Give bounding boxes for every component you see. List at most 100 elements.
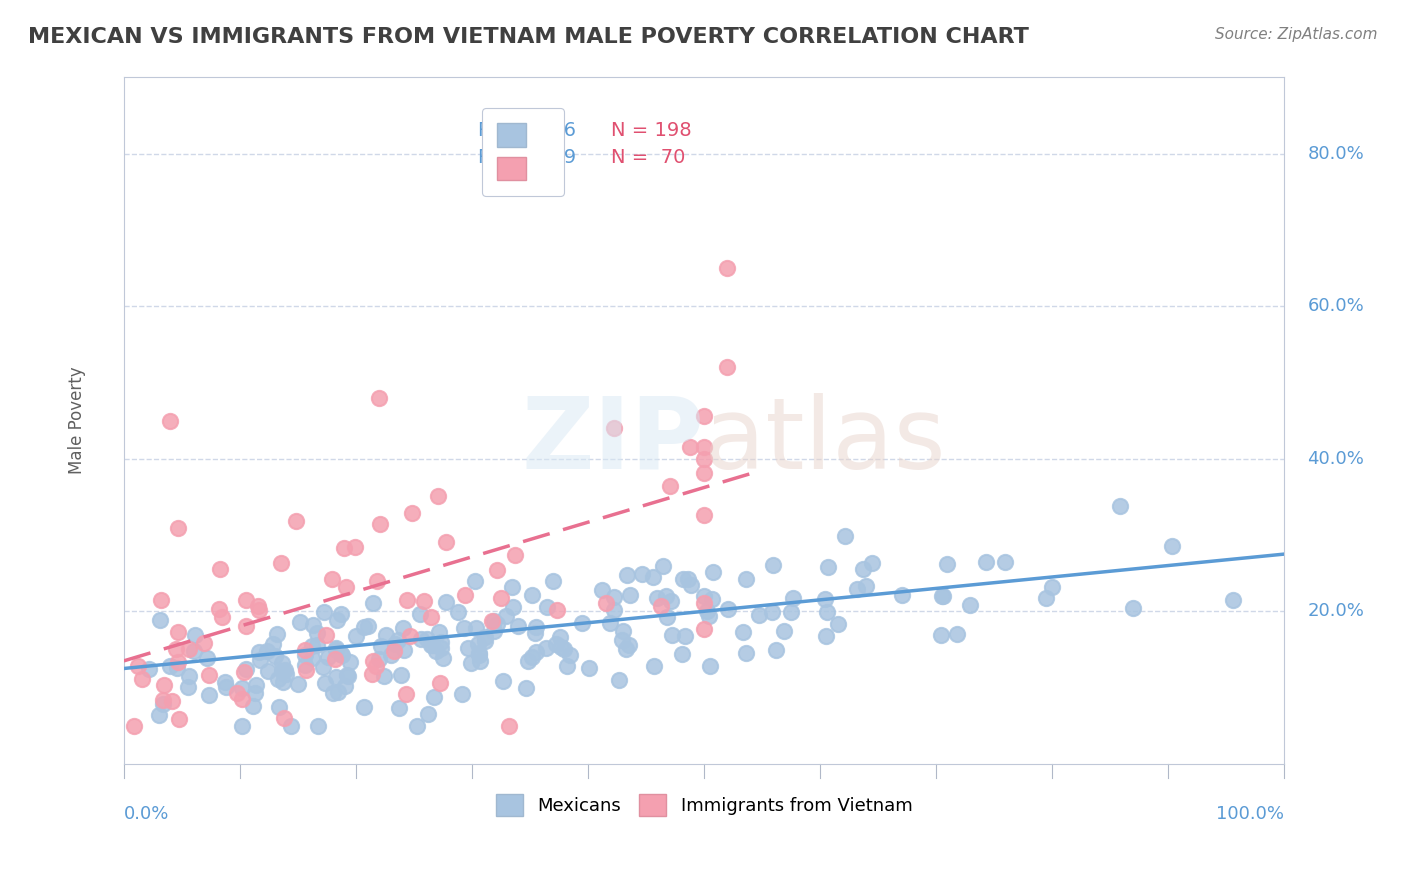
Point bbox=[693, 622, 716, 636]
Point bbox=[270, 664, 292, 678]
Point bbox=[772, 624, 794, 638]
Point bbox=[392, 621, 415, 635]
Point bbox=[198, 668, 221, 682]
Point bbox=[214, 675, 236, 690]
Point bbox=[693, 440, 716, 454]
Point bbox=[676, 572, 699, 586]
Text: atlas: atlas bbox=[704, 392, 946, 490]
Text: 60.0%: 60.0% bbox=[1308, 297, 1364, 315]
Point bbox=[502, 600, 524, 615]
Point bbox=[301, 651, 323, 665]
Point bbox=[447, 605, 470, 619]
Point bbox=[333, 541, 356, 556]
Point bbox=[501, 580, 523, 594]
Point bbox=[468, 647, 491, 661]
Point bbox=[1040, 581, 1063, 595]
Point bbox=[716, 261, 738, 276]
Point bbox=[208, 602, 231, 616]
Point bbox=[524, 619, 547, 633]
Point bbox=[834, 529, 856, 543]
Point bbox=[578, 661, 600, 675]
Point bbox=[1222, 593, 1244, 607]
Point bbox=[427, 489, 450, 503]
Point bbox=[524, 645, 547, 659]
Point bbox=[817, 560, 839, 574]
Point bbox=[522, 649, 544, 664]
Point bbox=[398, 629, 420, 643]
Point bbox=[451, 687, 474, 701]
Point bbox=[427, 624, 450, 639]
Text: 80.0%: 80.0% bbox=[1308, 145, 1364, 162]
Point bbox=[394, 643, 416, 657]
Point bbox=[197, 650, 219, 665]
Point bbox=[336, 668, 359, 682]
Text: N =  70: N = 70 bbox=[612, 148, 686, 167]
Point bbox=[457, 641, 479, 656]
Point bbox=[167, 624, 190, 639]
Point bbox=[274, 667, 297, 681]
Point bbox=[159, 658, 181, 673]
Point bbox=[231, 692, 253, 706]
Point bbox=[591, 583, 613, 598]
Point bbox=[506, 619, 529, 633]
Text: 40.0%: 40.0% bbox=[1308, 450, 1364, 467]
Point bbox=[468, 648, 491, 662]
Point bbox=[974, 555, 997, 569]
Point bbox=[891, 588, 914, 602]
Point bbox=[389, 668, 412, 682]
Point bbox=[429, 634, 451, 648]
Point bbox=[247, 603, 270, 617]
Legend: Mexicans, Immigrants from Vietnam: Mexicans, Immigrants from Vietnam bbox=[488, 787, 920, 823]
Point bbox=[262, 637, 284, 651]
Point bbox=[603, 421, 626, 435]
Point bbox=[560, 648, 582, 662]
Point bbox=[280, 719, 302, 733]
Point bbox=[1122, 600, 1144, 615]
Text: 20.0%: 20.0% bbox=[1308, 602, 1364, 620]
Point bbox=[325, 643, 347, 657]
Point bbox=[474, 631, 496, 645]
Point bbox=[305, 638, 328, 652]
Text: Male Poverty: Male Poverty bbox=[69, 367, 86, 475]
Point bbox=[232, 665, 254, 679]
Point bbox=[287, 677, 309, 691]
Point bbox=[555, 659, 578, 673]
Point bbox=[425, 644, 447, 658]
Point bbox=[225, 685, 247, 699]
Point bbox=[693, 409, 716, 423]
Point bbox=[693, 452, 716, 467]
Point bbox=[845, 582, 868, 596]
Text: ZIP: ZIP bbox=[522, 392, 704, 490]
Point bbox=[492, 673, 515, 688]
Point bbox=[211, 610, 233, 624]
Point bbox=[263, 648, 285, 663]
Point bbox=[312, 660, 335, 674]
Point bbox=[693, 467, 716, 481]
Point bbox=[301, 639, 323, 653]
Point bbox=[160, 694, 183, 708]
Point bbox=[610, 632, 633, 647]
Point bbox=[536, 600, 558, 615]
Point bbox=[486, 616, 509, 631]
Point bbox=[330, 647, 353, 661]
Point bbox=[375, 628, 398, 642]
Point bbox=[932, 589, 955, 603]
Point bbox=[468, 654, 491, 668]
Point bbox=[302, 618, 325, 632]
Point bbox=[267, 672, 290, 686]
Point bbox=[432, 651, 454, 665]
Point bbox=[516, 654, 538, 668]
Point bbox=[235, 662, 257, 676]
Point bbox=[603, 590, 626, 604]
Point bbox=[550, 640, 572, 654]
Point bbox=[314, 676, 336, 690]
Point bbox=[243, 686, 266, 700]
Point bbox=[659, 594, 682, 608]
Point bbox=[630, 566, 652, 581]
Point bbox=[366, 574, 388, 589]
Point bbox=[571, 615, 593, 630]
Point bbox=[150, 593, 173, 607]
Point bbox=[361, 596, 384, 610]
Point bbox=[179, 641, 201, 656]
Point bbox=[489, 591, 512, 606]
